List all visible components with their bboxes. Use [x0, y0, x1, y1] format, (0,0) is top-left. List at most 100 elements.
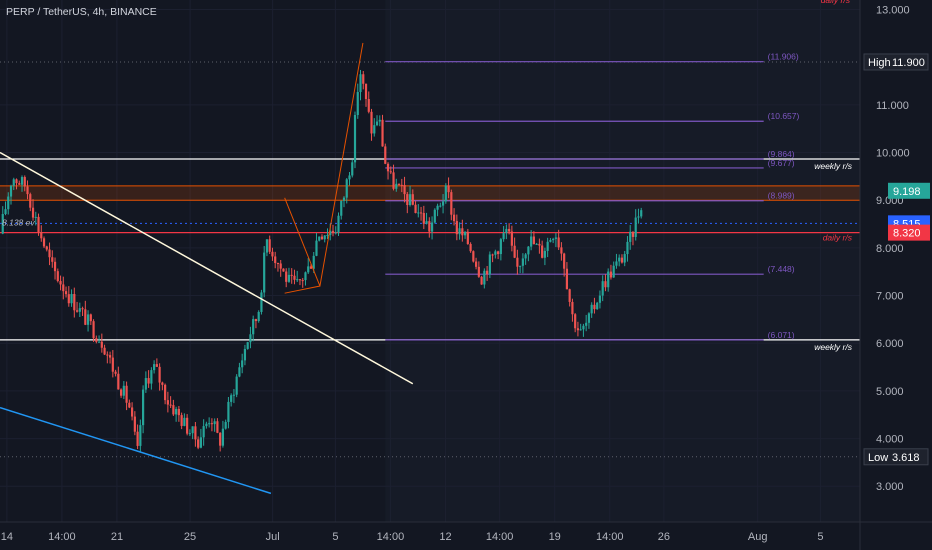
candle-body — [254, 319, 258, 322]
candle-body — [571, 301, 574, 315]
price-axis-bg — [860, 0, 932, 550]
candle-body — [276, 263, 280, 265]
candle-body — [461, 228, 464, 236]
candle-body — [260, 292, 263, 312]
candle-body — [563, 253, 566, 269]
candle-body — [188, 433, 191, 435]
candle-body — [400, 184, 403, 186]
candle-body — [576, 328, 580, 331]
fib-level-label: (8.989) — [768, 191, 795, 201]
candle-body — [221, 428, 225, 446]
candle-body — [455, 221, 458, 235]
candle-body — [463, 231, 467, 236]
candle-body — [246, 342, 249, 349]
candle-body — [527, 246, 530, 255]
price-tick-label: 13.000 — [876, 5, 910, 17]
price-tag-name: High — [868, 57, 891, 69]
candle-body — [136, 431, 139, 446]
candle-body — [1, 214, 4, 234]
candle-body — [153, 364, 156, 371]
candle-body — [626, 241, 629, 255]
candle-body — [271, 251, 274, 257]
daily-note-top: daily r/s — [821, 0, 851, 5]
candle-body — [175, 408, 178, 415]
symbol-header: PERP / TetherUS, 4h, BINANCE — [6, 6, 157, 18]
candle-body — [582, 325, 585, 330]
time-tick-label: 5 — [817, 531, 823, 543]
candle-body — [623, 254, 626, 263]
candle-body — [89, 314, 92, 322]
price-tick-label: 3.000 — [876, 481, 904, 493]
candle-body — [15, 179, 18, 184]
candle-body — [166, 400, 169, 405]
candle-body — [238, 367, 241, 377]
candle-body — [342, 197, 346, 201]
candle-body — [458, 228, 461, 235]
candle-body — [252, 319, 255, 335]
candle-body — [139, 425, 142, 446]
candle-body — [609, 271, 613, 278]
candle-body — [208, 423, 211, 425]
candle-body — [155, 364, 158, 367]
candle-body — [59, 281, 62, 285]
candle-body — [510, 231, 513, 246]
candle-body — [634, 217, 637, 237]
fib-level-label: (6.071) — [768, 330, 795, 340]
candle-body — [249, 334, 252, 343]
candle-body — [309, 266, 313, 269]
candle-body — [125, 385, 128, 403]
candle-body — [419, 212, 423, 214]
candle-body — [450, 192, 453, 215]
candle-body — [117, 373, 120, 390]
candle-body — [574, 314, 577, 329]
candle-body — [86, 314, 90, 325]
candle-body — [356, 92, 359, 116]
candle-body — [301, 280, 304, 282]
candle-body — [197, 439, 200, 448]
candle-body — [565, 268, 569, 290]
candle-body — [340, 200, 343, 216]
downtrend-line — [0, 151, 414, 385]
candle-body — [381, 119, 384, 147]
candle-body — [549, 240, 552, 242]
left-clip-label: 8.138 ev — [2, 217, 35, 227]
candle-body — [133, 416, 136, 432]
candle-body — [598, 295, 602, 303]
candle-body — [422, 213, 425, 224]
fib-level-label: (10.657) — [768, 111, 800, 121]
candle-body — [293, 275, 296, 280]
candle-body — [351, 162, 354, 176]
candle-body — [199, 437, 202, 448]
candle-body — [516, 257, 519, 267]
candle-body — [210, 423, 214, 425]
time-tick-label: 21 — [111, 531, 123, 543]
candle-body — [230, 395, 233, 402]
candle-body — [615, 261, 618, 266]
candle-body — [169, 404, 172, 406]
price-tag-box — [863, 448, 929, 466]
price-tag-value: 3.618 — [892, 452, 920, 464]
candle-body — [144, 378, 147, 390]
resistance-zone — [0, 185, 860, 201]
candle-body — [73, 293, 76, 311]
candle-body — [593, 304, 596, 310]
price-tag-box — [888, 182, 930, 199]
candle-body — [370, 111, 373, 134]
candle-body — [70, 293, 73, 304]
price-tick-label: 4.000 — [876, 434, 904, 446]
candle-body — [114, 371, 117, 374]
candle-body — [386, 163, 390, 172]
candle-body — [279, 263, 282, 269]
price-tick-label: 6.000 — [876, 338, 904, 350]
candle-body — [29, 194, 32, 208]
candle-body — [64, 291, 68, 295]
candle-body — [618, 257, 621, 262]
price-tick-label: 10.000 — [876, 148, 910, 160]
candle-body — [37, 216, 40, 233]
time-tick-label: 25 — [184, 531, 196, 543]
candle-body — [100, 341, 103, 348]
candle-body — [128, 402, 131, 408]
candle-body — [202, 426, 205, 438]
price-tag-value: 8.320 — [893, 228, 921, 240]
